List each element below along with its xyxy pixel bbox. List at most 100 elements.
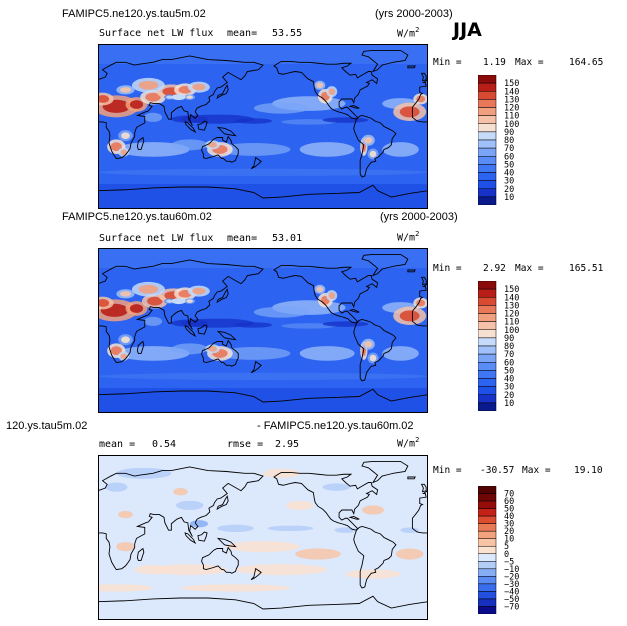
coastlines xyxy=(98,253,428,413)
colorbar-swatch xyxy=(478,378,497,387)
coast-n-america xyxy=(273,60,379,120)
panel3-rmse-value: 2.95 xyxy=(275,439,300,450)
panel3-max-value: 19.10 xyxy=(574,465,603,476)
colorbar-label: 30 xyxy=(504,520,514,530)
coast-madagascar xyxy=(136,136,145,150)
panel3-mean-label: mean = xyxy=(99,439,136,450)
colorbar-label: 40 xyxy=(504,375,514,385)
panel2-mean-label: mean= xyxy=(227,233,258,244)
flux-core xyxy=(364,340,373,348)
colorbar-label: −20 xyxy=(504,572,519,582)
coast-antarctica xyxy=(98,388,428,413)
colorbar-label: 30 xyxy=(504,177,514,187)
antarctic-band xyxy=(98,184,428,209)
colorbar-swatch xyxy=(478,188,497,198)
diff-region xyxy=(285,500,314,510)
panel1-min-label: Min = xyxy=(433,57,462,68)
colorbar-label: −5 xyxy=(504,557,514,567)
colorbar-swatch xyxy=(478,281,497,290)
season-label: JJA xyxy=(453,19,482,41)
colorbar-label: 5 xyxy=(504,542,509,552)
coast-borneo xyxy=(197,324,208,335)
diff-region xyxy=(173,488,188,496)
colorbar-label: 70 xyxy=(504,144,514,154)
flux-core xyxy=(120,353,127,359)
coast-uk xyxy=(420,276,427,286)
panel1-mean-label: mean= xyxy=(227,28,258,39)
coast-uk xyxy=(420,483,427,493)
diff-region xyxy=(267,525,314,532)
diff-region xyxy=(263,468,300,478)
arctic-band xyxy=(98,248,428,268)
coast-cuba xyxy=(348,104,360,109)
diff-region xyxy=(105,482,128,492)
flux-core xyxy=(120,149,127,155)
diff-region xyxy=(235,564,328,576)
flux-core xyxy=(208,142,217,148)
panel2-years: (yrs 2000-2003) xyxy=(380,211,458,223)
colorbar-swatch xyxy=(478,353,497,363)
colorbar-swatch xyxy=(478,486,497,494)
colorbar-label: −10 xyxy=(504,565,519,575)
map-frame xyxy=(98,455,428,620)
panel1-max-value: 164.65 xyxy=(569,57,604,68)
coast-cuba xyxy=(348,515,360,520)
ocean-band xyxy=(171,139,208,151)
flux-core xyxy=(166,299,173,303)
colorbar-swatch xyxy=(478,115,497,124)
colorbar-swatch xyxy=(478,515,497,524)
colorbar-swatch xyxy=(478,196,497,205)
flux-core xyxy=(138,284,159,294)
ocean-band xyxy=(299,142,355,157)
coast-antarctica xyxy=(98,595,428,620)
colorbar-label: 110 xyxy=(504,112,519,122)
coast-new-guinea xyxy=(216,537,237,548)
panel2-map xyxy=(98,248,428,413)
coast-japan xyxy=(216,288,229,304)
flux-core xyxy=(186,299,193,303)
colorbar-swatch xyxy=(478,545,497,555)
coast-madagascar xyxy=(136,340,145,354)
panel2-max-label: Max = xyxy=(515,263,544,274)
flux-core xyxy=(192,83,206,91)
colorbar-swatch xyxy=(478,172,497,181)
colorbar-label: 80 xyxy=(504,342,514,352)
convection-band xyxy=(322,321,369,327)
colorbar-swatch xyxy=(478,508,497,517)
ocean-band xyxy=(116,346,190,361)
diff-region xyxy=(180,584,291,592)
coast-greenland xyxy=(361,49,409,73)
diff-region xyxy=(345,569,401,579)
flux-core xyxy=(98,95,110,103)
panel2-mean-value: 53.01 xyxy=(272,233,303,244)
diff-region xyxy=(226,541,300,553)
ocean-band xyxy=(253,306,309,318)
panel2-max-value: 165.51 xyxy=(569,263,604,274)
flux-core xyxy=(166,95,173,99)
ocean-band xyxy=(116,142,190,157)
panel3-case-title-left: 120.ys.tau5m.02 xyxy=(6,420,88,432)
coast-europe-africa-west xyxy=(411,79,428,123)
panel3-map xyxy=(98,455,428,620)
panel1-map xyxy=(98,44,428,209)
colorbar-label: 60 xyxy=(504,358,514,368)
coast-greenland xyxy=(361,253,409,277)
colorbar-label: 40 xyxy=(504,169,514,179)
flux-core xyxy=(98,299,110,307)
coast-greenland xyxy=(361,460,409,484)
map-frame xyxy=(98,248,428,413)
coast-sumatra xyxy=(184,121,197,134)
colorbar-swatch xyxy=(478,530,497,539)
flux-core xyxy=(121,336,130,343)
diff-region xyxy=(362,505,384,515)
flux-core xyxy=(145,92,161,102)
coast-n-america xyxy=(273,264,379,324)
colorbar-swatch xyxy=(478,402,497,411)
panel3-min-value: -30.57 xyxy=(480,465,515,476)
coastlines xyxy=(98,460,428,620)
colorbar-label: −40 xyxy=(504,587,519,597)
colorbar-swatch xyxy=(478,288,497,298)
panel2-min-label: Min = xyxy=(433,263,462,274)
colorbar-label: 50 xyxy=(504,366,514,376)
